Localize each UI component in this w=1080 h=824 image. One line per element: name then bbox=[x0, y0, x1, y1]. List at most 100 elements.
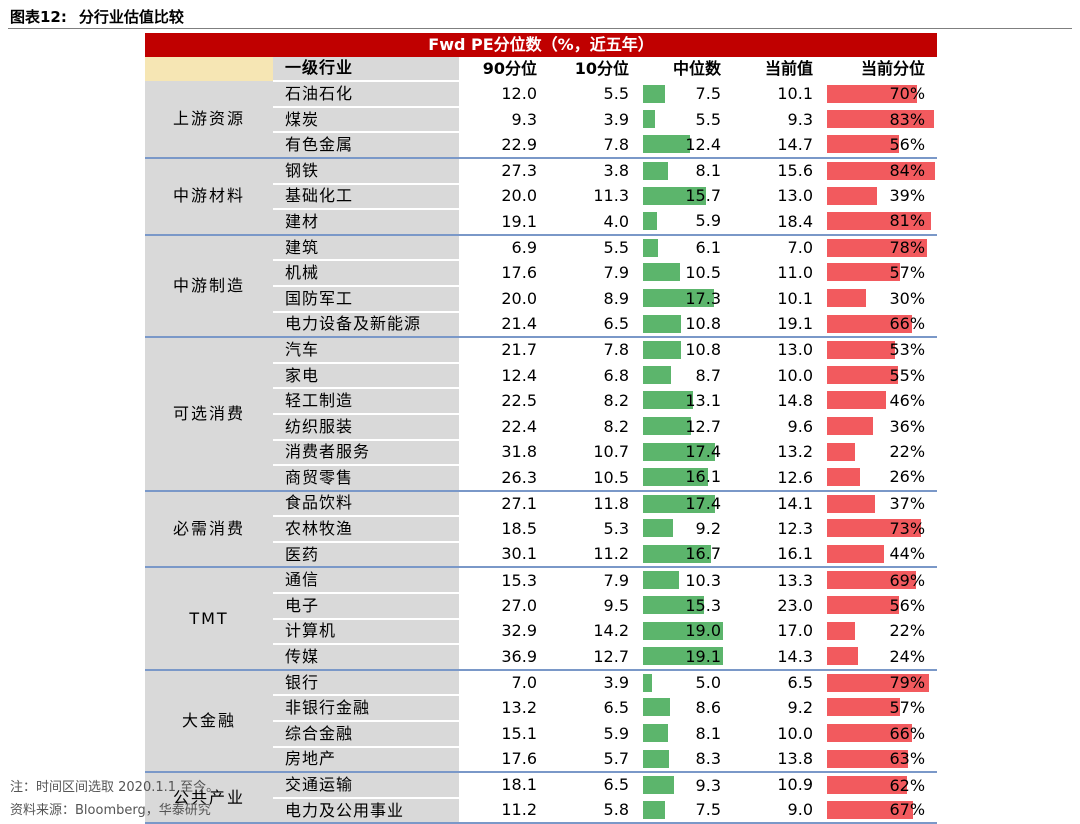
current-cell: 14.3 bbox=[733, 644, 825, 671]
table-row: 计算机 32.9 14.2 19.0 17.0 22% bbox=[145, 618, 937, 646]
percentile-cell: 83% bbox=[825, 107, 937, 133]
percentile-value: 55% bbox=[889, 365, 926, 385]
percentile-value: 24% bbox=[889, 646, 926, 666]
p90-cell: 11.2 bbox=[459, 797, 549, 824]
percentile-bar bbox=[827, 544, 884, 563]
percentile-cell: 56% bbox=[825, 132, 938, 159]
p10-cell: 6.5 bbox=[549, 772, 641, 799]
table-row: 传媒 36.9 12.7 19.1 14.3 24% bbox=[145, 644, 938, 671]
median-cell: 10.8 bbox=[641, 311, 733, 339]
percentile-value: 73% bbox=[889, 519, 926, 539]
median-value: 17.3 bbox=[685, 288, 721, 308]
median-cell: 7.5 bbox=[641, 81, 733, 107]
p90-cell: 7.0 bbox=[459, 669, 549, 696]
median-cell: 8.3 bbox=[641, 746, 733, 774]
percentile-cell: 69% bbox=[825, 567, 937, 593]
industry-cell: 有色金属 bbox=[273, 132, 459, 159]
median-cell: 10.5 bbox=[641, 260, 733, 286]
p10-cell: 7.9 bbox=[549, 260, 641, 287]
percentile-value: 57% bbox=[889, 698, 926, 718]
p10-cell: 7.9 bbox=[549, 567, 641, 594]
header-median: 中位数 bbox=[641, 56, 733, 82]
table-row: 消费者服务 31.8 10.7 17.4 13.2 22% bbox=[145, 439, 937, 467]
figure-title-text: 分行业估值比较 bbox=[78, 8, 184, 26]
percentile-cell: 73% bbox=[825, 516, 937, 542]
industry-cell: 电子 bbox=[273, 593, 459, 620]
p10-cell: 7.8 bbox=[549, 337, 641, 364]
percentile-value: 22% bbox=[889, 621, 926, 641]
median-value: 15.7 bbox=[685, 186, 721, 206]
p10-cell: 5.5 bbox=[549, 81, 641, 108]
median-value: 6.1 bbox=[695, 238, 721, 258]
p90-cell: 22.5 bbox=[459, 388, 549, 415]
p90-cell: 20.0 bbox=[459, 183, 549, 210]
industry-cell: 轻工制造 bbox=[273, 388, 459, 415]
median-cell: 7.5 bbox=[641, 797, 733, 824]
current-cell: 14.8 bbox=[733, 388, 825, 415]
header-pct: 当前分位 bbox=[825, 56, 938, 82]
p90-cell: 18.5 bbox=[459, 516, 549, 543]
median-bar bbox=[643, 571, 679, 590]
table-row: 基础化工 20.0 11.3 15.7 13.0 39% bbox=[145, 183, 937, 211]
current-cell: 6.5 bbox=[733, 669, 825, 696]
table-row: 必需消费 食品饮料 27.1 11.8 17.4 14.1 37% bbox=[145, 490, 937, 569]
table-banner-row: Fwd PE分位数（%，近五年） bbox=[145, 33, 938, 57]
percentile-value: 53% bbox=[889, 340, 926, 360]
percentile-cell: 24% bbox=[825, 644, 938, 671]
header-p10: 10分位 bbox=[549, 56, 641, 82]
industry-cell: 通信 bbox=[273, 567, 459, 595]
percentile-cell: 22% bbox=[825, 440, 937, 466]
table-row: 国防军工 20.0 8.9 17.3 10.1 30% bbox=[145, 285, 937, 313]
median-value: 17.4 bbox=[685, 442, 721, 462]
percentile-bar bbox=[827, 314, 912, 333]
percentile-cell: 66% bbox=[825, 311, 938, 339]
median-value: 5.9 bbox=[695, 211, 721, 231]
p10-cell: 14.2 bbox=[549, 618, 641, 645]
industry-cell: 机械 bbox=[273, 260, 459, 287]
median-value: 12.4 bbox=[685, 134, 721, 154]
percentile-bar bbox=[827, 749, 908, 768]
p10-cell: 10.5 bbox=[549, 465, 641, 492]
table-row: 房地产 17.6 5.7 8.3 13.8 63% bbox=[145, 746, 938, 774]
table-row: 公共产业 交通运输 18.1 6.5 9.3 10.9 62% bbox=[145, 772, 937, 824]
median-cell: 5.0 bbox=[641, 670, 733, 696]
industry-cell: 家电 bbox=[273, 362, 459, 390]
industry-cell: 建筑 bbox=[273, 234, 459, 262]
industry-cell: 银行 bbox=[273, 669, 459, 697]
p90-cell: 26.3 bbox=[459, 465, 549, 492]
p10-cell: 6.8 bbox=[549, 362, 641, 389]
p90-cell: 9.3 bbox=[459, 106, 549, 133]
current-cell: 9.2 bbox=[733, 695, 825, 722]
percentile-value: 57% bbox=[889, 263, 926, 283]
median-value: 10.5 bbox=[685, 263, 721, 283]
percentile-value: 30% bbox=[889, 288, 926, 308]
p90-cell: 13.2 bbox=[459, 695, 549, 722]
percentile-bar bbox=[827, 238, 928, 257]
p90-cell: 19.1 bbox=[459, 209, 549, 236]
industry-cell: 消费者服务 bbox=[273, 439, 459, 467]
percentile-bar bbox=[827, 109, 934, 128]
current-cell: 13.0 bbox=[733, 183, 825, 210]
p90-cell: 27.1 bbox=[459, 490, 549, 517]
percentile-value: 46% bbox=[889, 391, 926, 411]
percentile-value: 69% bbox=[889, 570, 926, 590]
percentile-bar bbox=[827, 494, 875, 513]
table-row: 综合金融 15.1 5.9 8.1 10.0 66% bbox=[145, 721, 937, 748]
median-value: 16.1 bbox=[685, 467, 721, 487]
header-p90: 90分位 bbox=[459, 56, 549, 82]
table-row: 大金融 银行 7.0 3.9 5.0 6.5 79% bbox=[145, 669, 937, 774]
median-bar bbox=[643, 800, 665, 819]
current-cell: 13.0 bbox=[733, 337, 825, 364]
median-bar bbox=[643, 212, 657, 231]
median-bar bbox=[643, 416, 692, 435]
current-cell: 10.1 bbox=[733, 285, 825, 313]
median-cell: 9.2 bbox=[641, 516, 733, 542]
percentile-bar bbox=[827, 596, 899, 615]
p10-cell: 5.3 bbox=[549, 516, 641, 543]
group-label: 中游材料 bbox=[145, 157, 273, 236]
percentile-value: 79% bbox=[889, 673, 926, 693]
median-cell: 8.1 bbox=[641, 721, 733, 747]
percentile-bar bbox=[827, 365, 898, 384]
p90-cell: 6.9 bbox=[459, 234, 549, 261]
median-value: 17.4 bbox=[685, 493, 721, 513]
